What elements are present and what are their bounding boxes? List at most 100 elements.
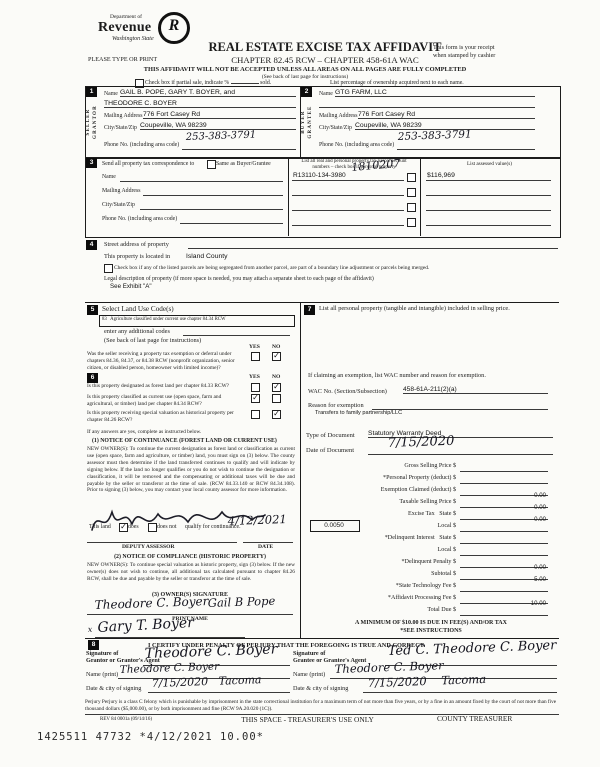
seller-mailing-value: 776 Fort Casey Rd [143, 111, 296, 119]
seller-phone-label: Phone No. (including area code) [104, 142, 180, 148]
land-prefix: This land [89, 524, 111, 530]
grantee-date-line [363, 692, 557, 693]
grantor-date-line [148, 692, 290, 693]
assessed-line-2 [426, 195, 551, 196]
buyer-city-value: Coupeville, WA 98239 [355, 122, 535, 130]
form-title: REAL ESTATE EXCISE TAX AFFIDAVIT [208, 40, 442, 54]
corr-mailing-line [143, 195, 283, 196]
fee-amount-total: 10.00 [530, 600, 546, 607]
if-yes-note: If any answers are yes, complete as inst… [87, 429, 202, 435]
parcel-personal-checkbox-3 [407, 203, 416, 212]
fee-label-delinq-state: *Delinquent Interest State $ [384, 535, 456, 541]
dor-logo: Department of Revenue Washington State [98, 14, 154, 42]
legal-description-label: Legal description of property (if more s… [104, 276, 374, 282]
see-back-instructions: (See back of last page for instructions) [104, 337, 202, 344]
date-of-document-line [368, 454, 553, 455]
print-name-label: PRINT NAME [172, 616, 208, 622]
grantor-name-print-value: Theodore C. Boyer [119, 660, 220, 676]
treasurer-space-label: THIS SPACE - TREASURER'S USE ONLY [241, 715, 374, 724]
segregated-note: Check box if any of the listed parcels a… [114, 264, 430, 271]
parcel-header-1: List all real and personal property tax … [301, 159, 407, 164]
parcel-col-divider [288, 157, 289, 236]
no-header-5: NO [272, 344, 281, 350]
land-use-title: Select Land Use Code(s) [102, 305, 174, 313]
owner-signature-line-2 [95, 637, 245, 638]
grantor-sig-label: Signature of Grantor or Grantor's Agent [86, 650, 160, 664]
seller-name-value-1: GAIL B. POPE, GARY T. BOYER, and [120, 89, 296, 97]
buyer-name-line2 [319, 107, 535, 108]
owner-signature-1: Theodore C. Boyer [94, 594, 209, 612]
buyer-side-label-1: BUYER [301, 110, 306, 134]
exemption-yes-checkbox [251, 352, 260, 361]
owner-signature-2: Gail B Pope [207, 593, 276, 610]
revenue-seal-icon: R [158, 12, 190, 44]
fee-line-local [460, 523, 548, 532]
buyer-side-label-2: GRANTEE [308, 105, 313, 139]
corr-name-label: Name [102, 174, 116, 180]
assessed-header: List assessed value(s) [467, 161, 512, 167]
deputy-assessor-signature [91, 509, 266, 531]
land-use-code-box [99, 315, 295, 327]
seller-phone-line [182, 149, 296, 150]
seller-mailing-label: Mailing Address [104, 113, 143, 119]
fee-label-local: Local $ [437, 523, 456, 529]
continuance-paragraph: NEW OWNER(S): To continue the current de… [87, 446, 295, 494]
fee-label-tech: *State Technology Fee $ [395, 583, 456, 589]
reason-exemption-line [372, 409, 548, 410]
parcel-personal-checkbox-4 [407, 218, 416, 227]
local-rate-value: 0.0050 [324, 521, 344, 529]
fee-line-affidavit [460, 595, 548, 604]
grantor-name-line [118, 678, 290, 679]
buyer-city-label: City/State/Zip [319, 124, 352, 131]
owner-signature-line [87, 614, 293, 615]
grantor-date-handwritten: 7/15/2020 [151, 675, 209, 690]
corr-phone-label: Phone No. (including area code) [102, 216, 178, 222]
land-use-code-desc: Agriculture classified under current use… [110, 317, 226, 322]
deputy-signature-line [87, 542, 237, 543]
owners-signature-title: (3) OWNER(S) SIGNATURE [152, 592, 228, 598]
grantor-signature-line [143, 665, 290, 666]
type-of-document-value: Statutory Warranty Deed [368, 430, 553, 438]
fee-label-affidavit: *Affidavit Processing Fee $ [387, 595, 456, 601]
fee-line-total [460, 607, 548, 616]
current-use-yes-checkbox: ✓ [251, 393, 260, 403]
logo-wa-state: Washington State [112, 36, 154, 42]
yes-header-6: YES [249, 374, 260, 380]
section-3-number: 3 [86, 158, 97, 168]
perjury-text: Perjury Perjury is a class C felony whic… [85, 699, 557, 712]
historic-yes-checkbox [251, 410, 260, 419]
parcel-personal-checkbox-2 [407, 188, 416, 197]
fee-amount-tech: 5.00 [534, 576, 546, 583]
historic-no-checkbox: ✓ [272, 409, 281, 419]
same-as-buyer-label: Same as Buyer/Grantee [216, 161, 271, 167]
located-in-value: Island County [186, 252, 228, 260]
deputy-date-handwritten: 4/12/2021 [227, 511, 287, 528]
assessed-line-1 [426, 180, 551, 181]
reason-exemption-value: Transfers to family partnership/LLC [315, 410, 403, 416]
wac-label: WAC No. (Section/Subsection) [308, 388, 387, 395]
seller-name-value-2: THEODORE C. BOYER [104, 100, 296, 108]
grantor-date-value: 7/15/2020 Tacoma [152, 673, 262, 690]
corr-city-label: City/State/Zip [102, 202, 135, 208]
fee-line-gross [460, 463, 548, 472]
fee-label-gross: Gross Selling Price $ [404, 463, 456, 469]
midpage-rule [85, 302, 559, 303]
wac-value: 458-61A-211(2)(a) [403, 386, 548, 394]
fee-amount-excise-state: 0.00 [534, 504, 546, 511]
fee-amount-subtotal: 0.00 [534, 564, 546, 571]
fee-line-tech [460, 583, 548, 592]
forest-no-checkbox: ✓ [272, 382, 281, 392]
grantee-name-print-label: Name (print) [293, 671, 326, 678]
date-label: DATE [258, 544, 274, 550]
parcel-line-4 [292, 225, 404, 226]
fee-label-total: Total Due $ [427, 607, 456, 613]
compliance-paragraph: NEW OWNER(S): To continue special valuat… [87, 562, 295, 582]
deputy-date-line [243, 542, 293, 543]
grantee-signature-line [385, 665, 557, 666]
fee-label-delinq-local: Local $ [437, 547, 456, 553]
grantee-name-line [330, 678, 557, 679]
minimum-due-note: A MINIMUM OF $10.00 IS DUE IN FEE(S) AND… [355, 620, 507, 626]
section-2-number: 2 [301, 87, 312, 97]
corr-name-line [120, 181, 283, 182]
county-treasurer-label: COUNTY TREASURER [437, 714, 513, 723]
